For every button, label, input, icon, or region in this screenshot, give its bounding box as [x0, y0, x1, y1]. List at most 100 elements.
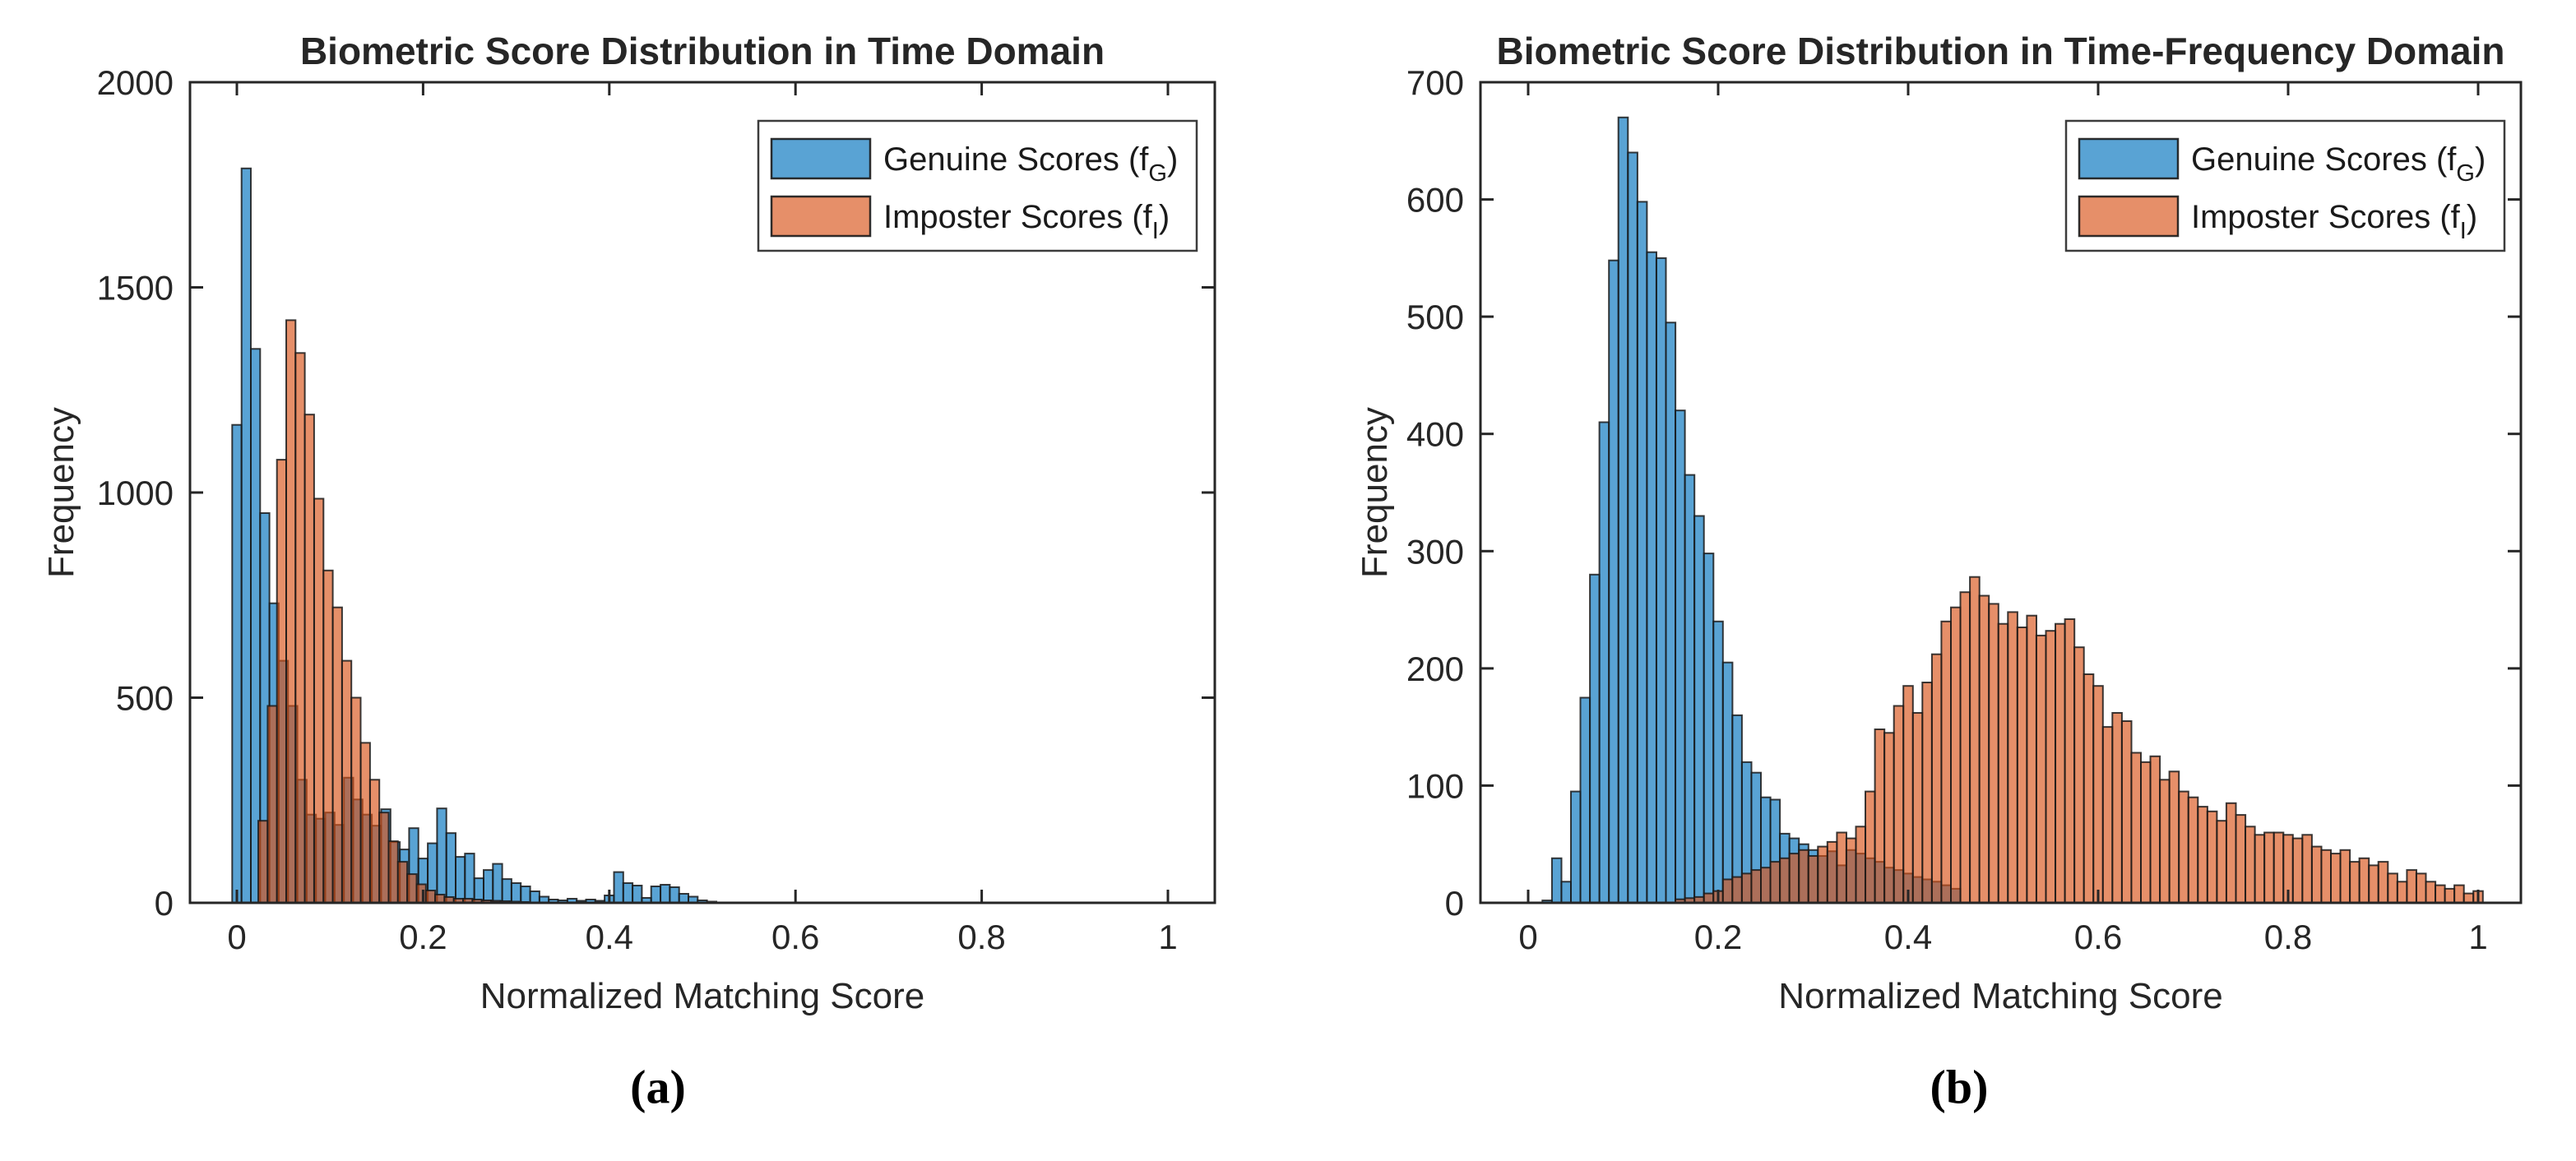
- histogram-bar-imposter: [368, 779, 381, 904]
- histogram-bar-imposter: [1902, 685, 1914, 904]
- histogram-bar-genuine: [1693, 515, 1705, 904]
- y-tick-label: 400: [1406, 415, 1464, 454]
- histogram-bar-imposter: [2045, 630, 2057, 904]
- histogram-bar-genuine: [678, 893, 690, 904]
- y-tick-label: 300: [1406, 532, 1464, 571]
- histogram-bar-genuine: [622, 882, 634, 904]
- chart-b-x-axis-label: Normalized Matching Score: [1778, 976, 2223, 1016]
- histogram-bar-genuine: [1627, 151, 1638, 904]
- chart-a-y-axis-label: Frequency: [41, 407, 81, 578]
- histogram-bar-genuine: [1731, 714, 1743, 904]
- y-tick-label: 500: [116, 679, 174, 718]
- histogram-bar-imposter: [2320, 849, 2332, 904]
- histogram-bar-imposter: [2225, 802, 2237, 904]
- histogram-bar-imposter: [2216, 820, 2227, 904]
- histogram-bar-genuine: [632, 885, 643, 904]
- y-tick-label: 500: [1406, 298, 1464, 336]
- chart-b-caption: (b): [1930, 1060, 1989, 1114]
- histogram-bar-genuine: [520, 886, 531, 904]
- histogram-bar-genuine: [250, 348, 262, 904]
- histogram-bar-imposter: [2055, 622, 2066, 904]
- histogram-bar-genuine: [1675, 409, 1686, 904]
- y-tick-label: 0: [155, 884, 174, 923]
- histogram-bar-imposter: [2206, 810, 2218, 904]
- histogram-bar-imposter: [2083, 673, 2095, 904]
- histogram-bar-imposter: [1988, 603, 1999, 904]
- x-tick-label: 0.2: [399, 918, 447, 956]
- histogram-bar-imposter: [1855, 826, 1867, 904]
- x-tick-label: 0.4: [1884, 918, 1932, 956]
- histogram-bar-genuine: [1550, 857, 1563, 904]
- x-tick-label: 0.2: [1694, 918, 1742, 956]
- histogram-bar-imposter: [285, 319, 297, 904]
- histogram-bar-imposter: [1788, 853, 1800, 904]
- y-tick-label: 100: [1406, 766, 1464, 805]
- histogram-bar-genuine: [1655, 257, 1667, 904]
- histogram-bar-genuine: [483, 869, 494, 904]
- histogram-bar-imposter: [294, 352, 306, 904]
- histogram-bar-genuine: [1570, 790, 1582, 904]
- histogram-bar-imposter: [387, 840, 399, 904]
- histogram-bar-genuine: [1579, 696, 1591, 904]
- histogram-bar-imposter: [1807, 855, 1819, 904]
- histogram-bar-imposter: [1969, 576, 1981, 904]
- x-tick-label: 0.8: [2264, 918, 2312, 956]
- histogram-bar-imposter: [406, 873, 418, 904]
- histogram-bar-imposter: [2178, 790, 2189, 904]
- histogram-bar-imposter: [313, 497, 325, 904]
- histogram-bar-genuine: [1598, 421, 1610, 904]
- histogram-bar-imposter: [1845, 837, 1857, 904]
- histogram-bar-imposter: [424, 890, 437, 904]
- legend-swatch-genuine: [2078, 137, 2180, 180]
- histogram-bar-imposter: [2263, 831, 2275, 904]
- chart-b-y-axis-label: Frequency: [1355, 407, 1395, 578]
- histogram-bar-imposter: [1779, 857, 1791, 904]
- histogram-bar-imposter: [2149, 755, 2161, 904]
- x-tick-label: 0.4: [586, 918, 633, 956]
- histogram-bar-imposter: [2444, 887, 2456, 904]
- histogram-bar-imposter: [1893, 705, 1905, 904]
- histogram-bar-genuine: [613, 871, 624, 904]
- histogram-bar-imposter: [1978, 594, 1990, 904]
- y-tick-label: 2000: [97, 63, 174, 102]
- legend-swatch-genuine: [770, 137, 872, 180]
- x-tick-label: 0: [1518, 918, 1537, 956]
- histogram-bar-genuine: [1589, 573, 1601, 904]
- histogram-bar-imposter: [350, 696, 362, 904]
- chart-b-title: Biometric Score Distribution in Time-Fre…: [1496, 30, 2505, 72]
- histogram-bar-imposter: [1911, 712, 1924, 904]
- histogram-bar-imposter: [1826, 840, 1838, 904]
- histogram-bar-genuine: [1703, 553, 1715, 904]
- histogram-bar-imposter: [2120, 720, 2133, 904]
- histogram-bar-imposter: [415, 883, 427, 904]
- histogram-bar-imposter: [1769, 861, 1781, 904]
- histogram-bar-imposter: [1817, 845, 1828, 904]
- histogram-bar-imposter: [2349, 861, 2361, 904]
- histogram-bar-imposter: [1836, 831, 1847, 904]
- histogram-bar-imposter: [1703, 892, 1715, 904]
- y-tick-label: 0: [1445, 884, 1464, 923]
- legend-swatch-imposter: [770, 195, 872, 238]
- histogram-bar-genuine: [492, 863, 503, 904]
- histogram-bar-genuine: [660, 884, 671, 904]
- histogram-bar-imposter: [2235, 814, 2247, 904]
- chart-a-x-axis-label: Normalized Matching Score: [480, 976, 925, 1016]
- histogram-bar-imposter: [2358, 857, 2370, 904]
- histogram-bar-imposter: [2425, 881, 2437, 904]
- x-tick-label: 1: [1158, 918, 1177, 956]
- histogram-bar-genuine: [501, 878, 512, 904]
- histogram-bar-genuine: [1617, 116, 1629, 904]
- histogram-bar-imposter: [2406, 869, 2417, 904]
- legend-swatch-imposter: [2078, 195, 2180, 238]
- histogram-bar-imposter: [2168, 770, 2180, 904]
- histogram-bar-imposter: [1997, 622, 2009, 904]
- histogram-bar-imposter: [2092, 685, 2104, 904]
- histogram-bar-genuine: [464, 853, 475, 904]
- chart-a-title: Biometric Score Distribution in Time Dom…: [299, 30, 1105, 72]
- histogram-bar-genuine: [445, 832, 457, 904]
- histogram-bar-imposter: [2377, 861, 2389, 904]
- histogram-bar-imposter: [276, 459, 288, 904]
- histogram-bar-imposter: [2111, 712, 2123, 904]
- histogram-bar-imposter: [1921, 682, 1933, 904]
